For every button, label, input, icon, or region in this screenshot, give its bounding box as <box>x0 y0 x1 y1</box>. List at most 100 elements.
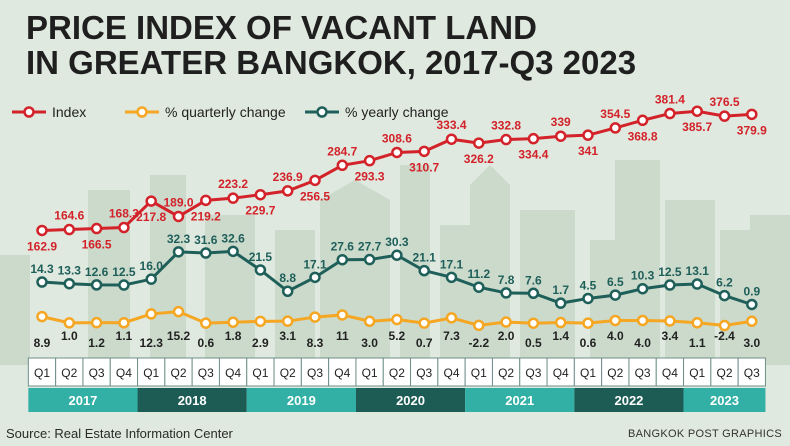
yearly-label: 10.3 <box>631 269 655 283</box>
data-point <box>172 246 185 258</box>
data-point <box>636 114 649 127</box>
quarter-tick-label: Q2 <box>61 366 77 380</box>
index-label: 354.5 <box>600 107 630 121</box>
index-label: 332.8 <box>491 119 521 133</box>
year-band <box>574 388 684 412</box>
quarterly-label: 15.2 <box>167 329 191 343</box>
data-point <box>718 110 731 122</box>
data-point <box>664 107 676 120</box>
index-label: 385.7 <box>682 120 712 134</box>
data-point <box>363 315 376 328</box>
data-point <box>281 285 294 297</box>
quarter-tick-label: Q3 <box>89 366 105 380</box>
data-point <box>90 316 103 329</box>
quarter-tick-label: Q2 <box>607 366 623 380</box>
quarter-cell <box>218 357 248 387</box>
index-label: 217.8 <box>136 210 166 224</box>
quarter-tick-label: Q2 <box>498 366 514 380</box>
data-point <box>746 298 758 311</box>
data-point <box>309 271 321 284</box>
quarter-tick-label: Q4 <box>443 366 459 380</box>
data-point <box>609 314 622 327</box>
data-point <box>500 133 512 146</box>
index-label: 308.6 <box>382 131 412 145</box>
yearly-label: 14.3 <box>30 262 54 276</box>
quarter-cell <box>601 357 630 387</box>
yearly-label: 7.8 <box>498 273 515 287</box>
quarter-tick-label: Q1 <box>143 366 159 380</box>
quarter-cell <box>491 357 521 387</box>
data-point <box>554 316 567 329</box>
data-point <box>145 195 157 207</box>
data-point <box>309 174 321 187</box>
data-point <box>227 316 239 328</box>
index-label: 333.4 <box>436 118 466 132</box>
skyline-building <box>205 215 255 365</box>
year-band <box>465 388 575 412</box>
quarter-tick-label: Q3 <box>307 366 323 380</box>
data-point <box>500 287 512 299</box>
data-point <box>336 253 349 266</box>
year-band <box>246 388 356 412</box>
data-point <box>172 210 185 223</box>
data-point <box>227 245 239 258</box>
quarterly-label: 7.3 <box>443 329 460 343</box>
data-point <box>145 273 157 285</box>
data-point <box>391 146 403 159</box>
quarter-tick-label: Q4 <box>225 366 241 380</box>
legend-marker <box>23 106 35 118</box>
quarter-tick-label: Q1 <box>689 366 705 380</box>
skyline-background <box>0 160 790 365</box>
quarterly-label: 0.7 <box>416 336 433 350</box>
yearly-label: 12.5 <box>658 265 682 279</box>
quarter-cell <box>410 357 439 387</box>
quarterly-label: 1.0 <box>61 329 78 343</box>
index-label: 219.2 <box>191 209 221 223</box>
skyline-roof <box>320 180 390 200</box>
data-point <box>582 317 594 329</box>
data-point <box>636 282 649 295</box>
legend-marker <box>316 106 328 118</box>
quarterly-label: 3.0 <box>361 336 378 350</box>
year-label: 2022 <box>614 393 643 408</box>
data-point <box>691 278 703 290</box>
quarter-cell <box>27 357 57 387</box>
index-label: 341 <box>578 144 598 158</box>
data-point <box>336 309 349 321</box>
data-point <box>473 319 485 332</box>
quarter-cell <box>382 357 412 387</box>
index-label: 164.6 <box>54 209 84 223</box>
quarter-tick-label: Q2 <box>716 366 732 380</box>
data-point <box>254 188 267 201</box>
quarterly-label: 4.0 <box>607 329 624 343</box>
data-point <box>200 194 212 207</box>
data-point <box>609 289 622 301</box>
legend-label: % yearly change <box>345 104 449 120</box>
yearly-label: 11.2 <box>467 267 490 281</box>
data-point <box>582 129 594 141</box>
data-point <box>473 137 485 149</box>
quarter-cell <box>710 357 739 387</box>
data-point <box>309 311 321 323</box>
index-label: 284.7 <box>327 144 357 158</box>
quarterly-label: 2.0 <box>498 329 515 343</box>
data-point <box>118 279 130 291</box>
quarter-tick-label: Q1 <box>471 366 487 380</box>
quarterly-label: 5.2 <box>389 329 406 343</box>
quarterly-label: 3.0 <box>743 336 760 350</box>
quarterly-label: 0.6 <box>197 336 214 350</box>
data-point <box>36 224 48 237</box>
yearly-label: 31.6 <box>194 233 218 247</box>
year-label: 2023 <box>710 393 739 408</box>
quarter-tick-label: Q4 <box>334 366 350 380</box>
quarterly-label: 3.4 <box>662 329 679 343</box>
data-point <box>200 317 212 329</box>
quarter-tick-label: Q1 <box>580 366 596 380</box>
data-point <box>554 297 567 309</box>
quarter-cell <box>628 357 657 387</box>
data-point <box>473 281 485 293</box>
index-label: 310.7 <box>409 160 439 174</box>
skyline-building <box>275 230 315 365</box>
quarterly-label: 1.1 <box>689 336 706 350</box>
